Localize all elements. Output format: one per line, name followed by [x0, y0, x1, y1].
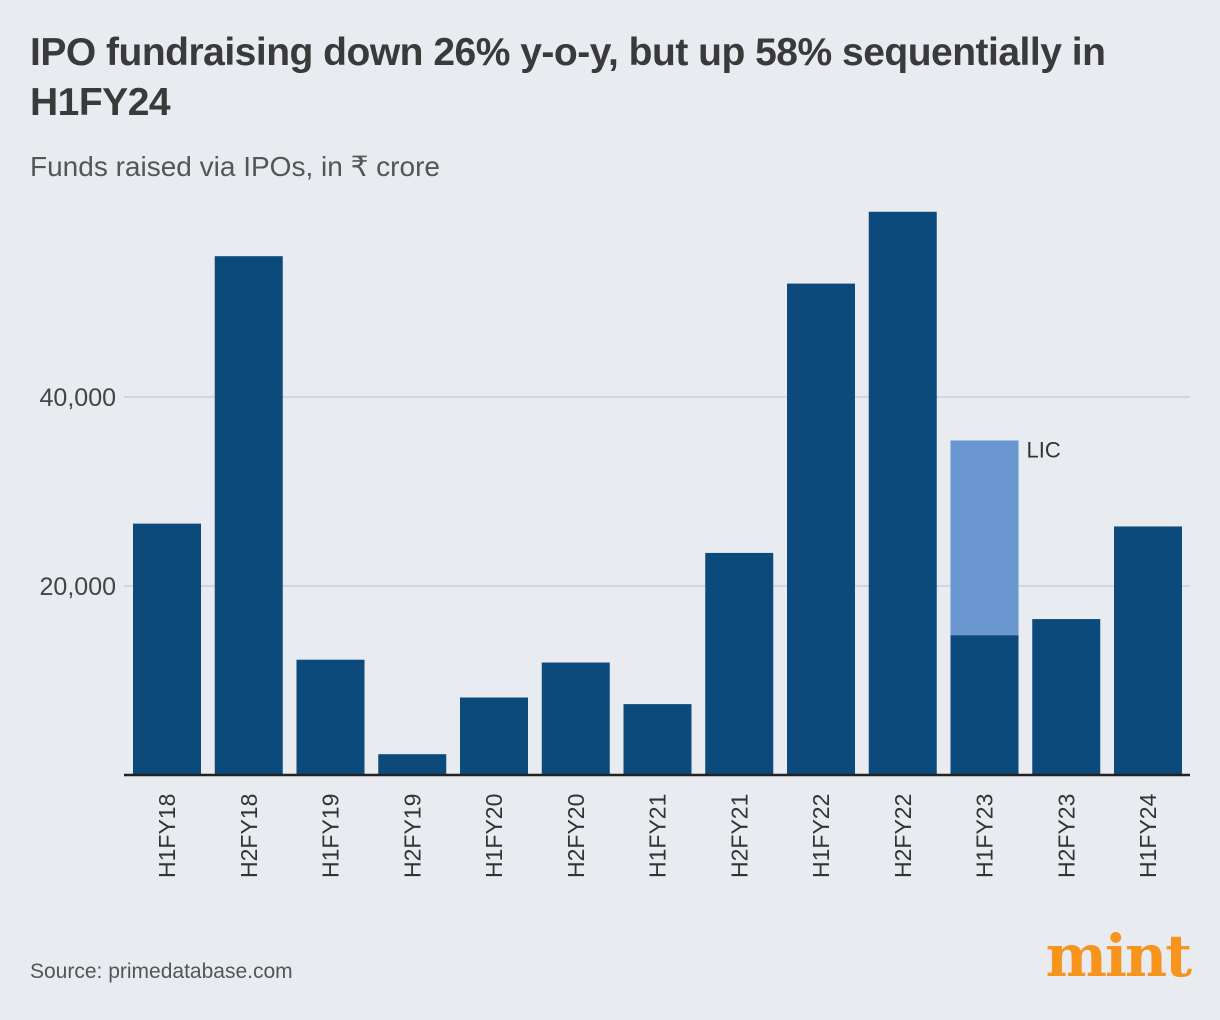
- chart-subtitle: Funds raised via IPOs, in ₹ crore: [30, 151, 440, 182]
- chart-title: IPO fundraising down 26% y-o-y, but up 5…: [30, 31, 1106, 124]
- mint-logo: mint: [1045, 922, 1192, 990]
- x-tick-label: H2FY23: [1053, 794, 1079, 878]
- bar: [623, 704, 692, 775]
- bar: [133, 523, 201, 775]
- bar-lic: [950, 440, 1019, 636]
- bar: [787, 283, 855, 775]
- bar: [705, 552, 774, 775]
- x-tick-label: H1FY23: [972, 794, 998, 878]
- y-tick-label: 20,000: [40, 573, 116, 601]
- bar: [541, 662, 610, 775]
- bar: [214, 256, 283, 775]
- bar: [460, 697, 528, 775]
- bar: [1032, 619, 1101, 775]
- bar: [950, 635, 1019, 775]
- x-tick-label: H1FY24: [1135, 793, 1161, 878]
- bar: [1114, 526, 1182, 775]
- bar: [378, 754, 447, 775]
- x-tick-label: H2FY18: [236, 794, 262, 878]
- x-tick-label: H1FY21: [645, 794, 671, 878]
- x-tick-label: H2FY20: [563, 794, 589, 878]
- x-tick-label: H1FY22: [808, 794, 834, 878]
- x-tick-label: H2FY21: [726, 794, 752, 878]
- annotation-lic: LIC: [1027, 437, 1061, 462]
- x-tick-label: H1FY18: [154, 794, 180, 878]
- y-tick-label: 40,000: [40, 384, 116, 412]
- x-tick-label: H1FY20: [481, 794, 507, 878]
- x-tick-label: H2FY22: [890, 794, 916, 878]
- bar: [296, 659, 365, 775]
- bar: [868, 211, 937, 775]
- source-note: Source: primedatabase.com: [30, 960, 293, 983]
- x-tick-label: H2FY19: [399, 794, 425, 878]
- x-tick-label: H1FY19: [318, 794, 344, 878]
